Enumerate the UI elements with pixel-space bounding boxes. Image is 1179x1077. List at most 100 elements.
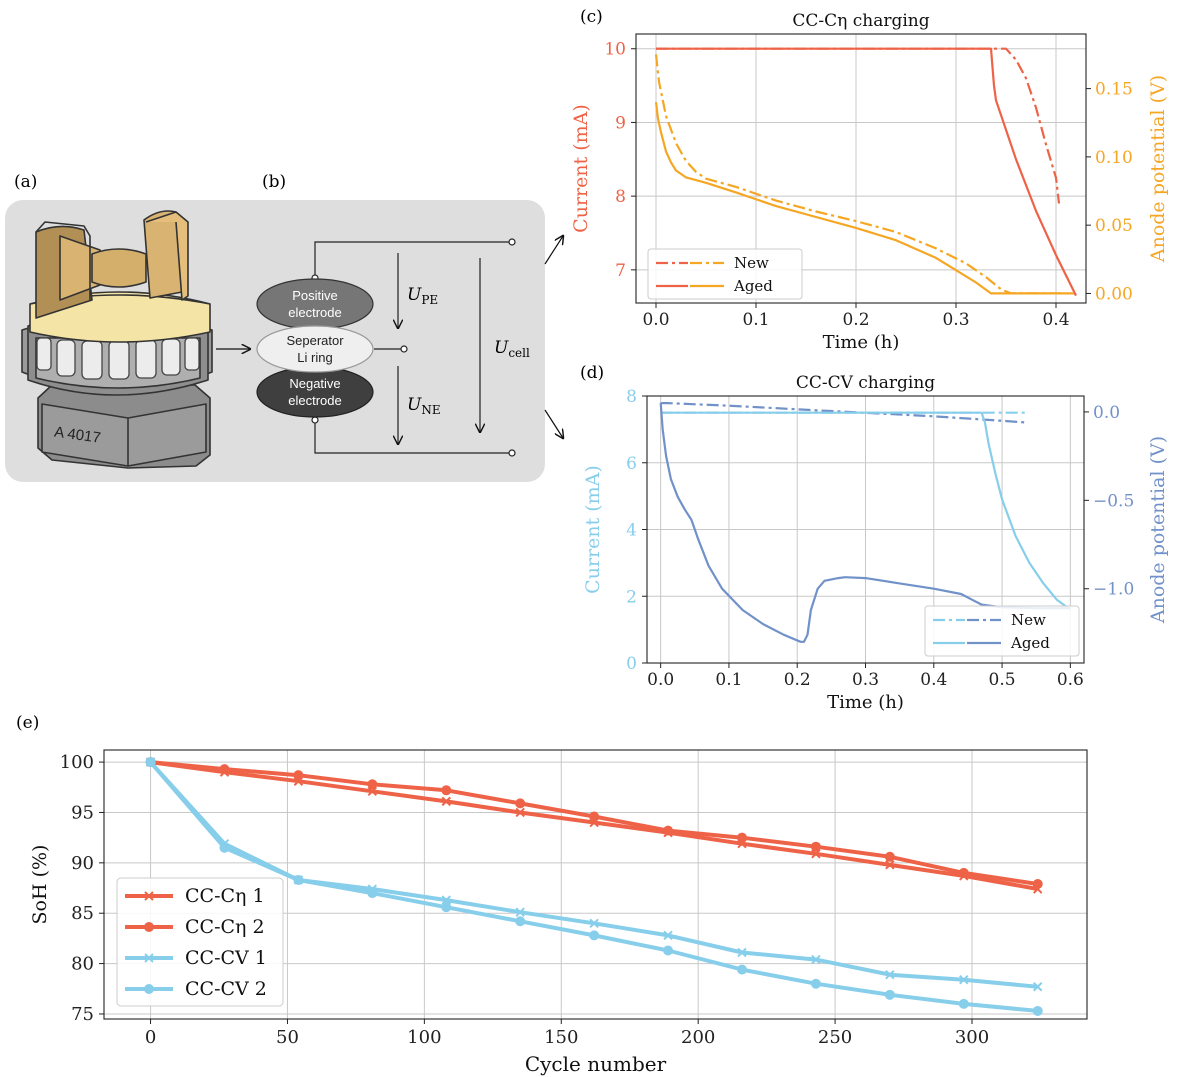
x-tick-label: 200 <box>681 1027 715 1048</box>
series-line-aged-left <box>660 411 1071 611</box>
panel-e-label: (e) <box>16 713 39 733</box>
legend-label: Aged <box>733 277 773 295</box>
plot-frame <box>635 33 1087 304</box>
y-right-tick-label: −0.5 <box>1093 491 1134 511</box>
data-point <box>515 798 526 809</box>
arrow-to-c <box>544 236 563 265</box>
y-tick-label: 95 <box>71 802 94 823</box>
plot-frame <box>103 749 1088 1020</box>
y-right-tick-label: 0.00 <box>1095 284 1133 304</box>
legend: CC-Cη 1 CC-Cη 2 CC-CV 1 CC-CV 2 <box>116 877 284 1007</box>
x-tick-label: 0.5 <box>989 670 1016 690</box>
data-point <box>441 796 451 807</box>
chart-cccv: 0.0 0.1 0.2 0.3 0.4 0.5 0.6 0 2 4 6 8 0.0 −0.5 −1.0 CC-… <box>582 373 1169 713</box>
legend-marker <box>144 891 154 901</box>
series-2 <box>145 757 1043 889</box>
data-point <box>811 954 821 965</box>
y-left-tick-label: 7 <box>615 261 626 281</box>
positive-electrode-label: Positive electrode <box>288 288 341 320</box>
x-tick-label: 0.0 <box>642 310 669 330</box>
data-point <box>810 841 821 852</box>
data-point <box>958 998 969 1009</box>
data-point <box>515 907 525 917</box>
x-tick-label: 0.1 <box>742 310 769 330</box>
chart-cceta: 0.0 0.1 0.2 0.3 0.4 7 8 9 10 0.00 0.05 0.10 0.15 CC-C… <box>570 11 1169 353</box>
y-left-axis-label: Current (mA) <box>582 465 604 594</box>
data-point <box>367 786 378 797</box>
arrow-to-d <box>544 409 563 438</box>
y-axis-label: SoH (%) <box>29 845 51 925</box>
data-point <box>293 874 304 885</box>
legend-label: CC-Cη 2 <box>185 916 265 938</box>
y-right-axis-label: Anode potential (V) <box>1147 75 1169 263</box>
data-point <box>589 918 599 928</box>
y-left-tick-label: 0 <box>626 654 637 674</box>
x-axis-label: Cycle number <box>525 1052 667 1076</box>
data-point <box>959 975 969 985</box>
data-point <box>219 764 230 775</box>
x-tick-label: 0.1 <box>715 670 742 690</box>
data-point <box>145 757 156 768</box>
x-tick-label: 0.2 <box>784 670 811 690</box>
data-point <box>1032 1005 1043 1016</box>
x-tick-label: 0.3 <box>942 310 969 330</box>
x-tick-label: 50 <box>276 1027 299 1048</box>
y-tick-label: 100 <box>60 752 94 773</box>
series-line-aged-right <box>659 403 1071 643</box>
panel-b-label: (b) <box>262 172 286 192</box>
series-line <box>150 760 1039 891</box>
data-point <box>1033 982 1043 992</box>
circuit-schematic <box>311 238 516 457</box>
y-left-axis-label: Current (mA) <box>570 104 592 233</box>
data-point <box>589 811 600 822</box>
legend-label: New <box>1011 611 1046 629</box>
x-tick-label: 300 <box>955 1027 989 1048</box>
series-4 <box>145 757 1043 1016</box>
y-right-tick-label: −1.0 <box>1093 580 1134 600</box>
legend: New Aged <box>924 605 1080 657</box>
data-point <box>293 770 304 781</box>
data-point <box>810 978 821 989</box>
panel-c-label: (c) <box>580 7 603 27</box>
y-tick-label: 90 <box>71 853 94 874</box>
data-point <box>441 895 451 905</box>
y-left-tick-label: 2 <box>626 587 637 607</box>
x-axis-label: Time (h) <box>827 692 904 713</box>
y-left-tick-label: 8 <box>615 187 626 207</box>
legend: New Aged <box>647 248 803 300</box>
y-left-tick-label: 6 <box>626 454 637 474</box>
data-point <box>884 851 895 862</box>
legend-label: CC-CV 1 <box>185 947 267 969</box>
data-point <box>737 947 747 958</box>
data-point <box>367 779 378 790</box>
data-point <box>736 832 747 843</box>
u-ne-label: UNE <box>407 395 441 417</box>
y-right-axis-label: Anode potential (V) <box>1147 436 1169 624</box>
u-pe-label: UPE <box>407 285 438 307</box>
data-point <box>515 807 525 818</box>
data-point <box>441 902 452 913</box>
x-tick-label: 0.6 <box>1057 670 1084 690</box>
separator-li-ring <box>256 325 374 373</box>
data-point <box>367 888 378 899</box>
x-tick-label: 250 <box>818 1027 852 1048</box>
legend-box <box>647 248 803 300</box>
legend-label: Aged <box>1010 634 1050 652</box>
data-point <box>885 860 895 870</box>
series-line-new-right <box>654 54 1061 295</box>
positive-electrode <box>256 278 374 330</box>
panel-d-label: (d) <box>580 363 604 383</box>
separator-label: Seperator Li ring <box>286 333 344 365</box>
chart-soh: 0 50 100 150 200 250 300 75 80 85 90 95 100 Cycle num… <box>29 749 1088 1076</box>
panel-a-label: (a) <box>14 172 37 192</box>
y-right-tick-label: 0.05 <box>1095 216 1133 236</box>
y-left-tick-label: 4 <box>626 521 637 541</box>
data-point <box>219 842 230 853</box>
legend-label: CC-Cη 1 <box>185 885 265 907</box>
cell-marking: A 4017 <box>53 423 102 446</box>
data-point <box>441 785 452 796</box>
data-point <box>884 989 895 1000</box>
legend-box <box>924 605 1080 657</box>
legend-label: CC-CV 2 <box>185 978 267 1000</box>
